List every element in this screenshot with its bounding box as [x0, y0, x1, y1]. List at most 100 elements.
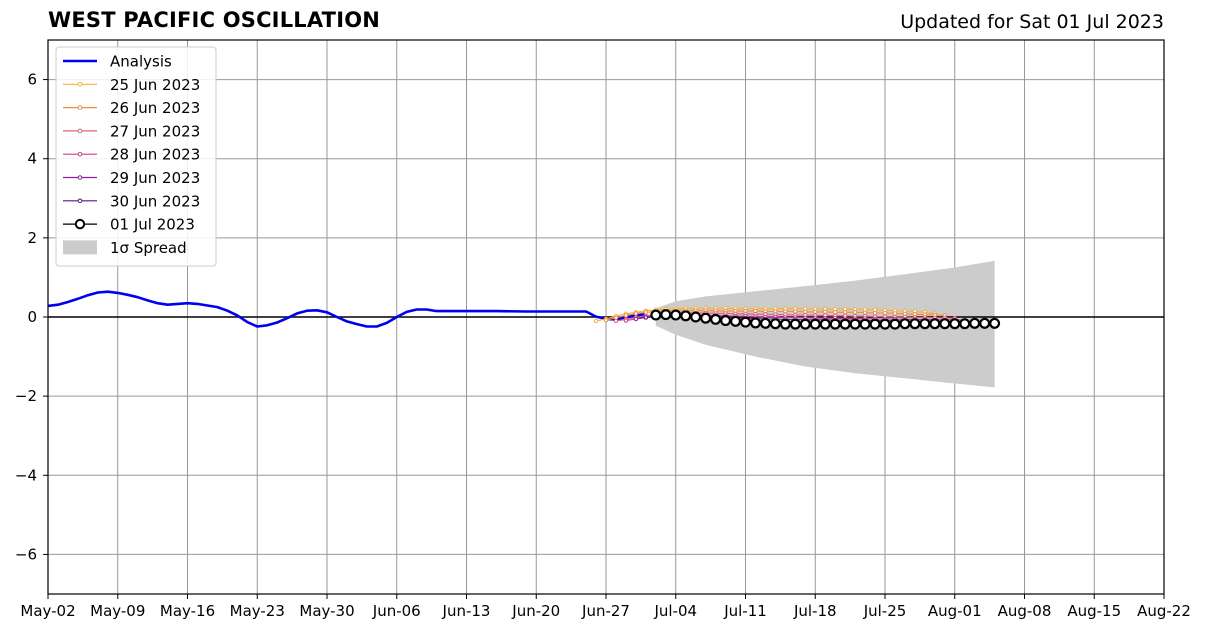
- x-tick-label: Jul-25: [863, 602, 907, 620]
- y-tick-label: −6: [15, 545, 37, 563]
- x-tick-label: May-09: [90, 602, 145, 620]
- legend-label: 26 Jun 2023: [110, 99, 200, 117]
- forecast-point: [969, 317, 981, 329]
- forecast-point: [779, 318, 791, 330]
- y-tick-label: −2: [15, 387, 37, 405]
- forecast-point: [839, 318, 851, 330]
- forecast-point: [829, 318, 841, 330]
- forecast-point: [799, 318, 811, 330]
- forecast-point: [749, 317, 761, 329]
- chart-title: WEST PACIFIC OSCILLATION: [48, 8, 381, 32]
- forecast-point: [633, 316, 639, 322]
- x-tick-label: Jun-27: [581, 602, 630, 620]
- forecast-point: [949, 318, 961, 330]
- forecast-point: [813, 309, 818, 315]
- legend-label: 1σ Spread: [110, 239, 187, 257]
- forecast-point: [759, 317, 771, 329]
- x-tick-label: Jul-18: [793, 602, 837, 620]
- forecast-point: [862, 310, 868, 315]
- x-tick-label: May-16: [160, 602, 215, 620]
- analysis-line: [47, 290, 647, 328]
- legend-label: 28 Jun 2023: [110, 146, 200, 164]
- forecast-point: [959, 318, 971, 330]
- updated-date: Updated for Sat 01 Jul 2023: [900, 11, 1164, 33]
- legend-label: Analysis: [110, 53, 172, 71]
- forecast-point: [819, 318, 831, 330]
- legend-marker: [77, 128, 83, 134]
- forecast-point: [919, 318, 931, 330]
- forecast-point: [872, 310, 878, 316]
- forecast-point: [929, 318, 941, 330]
- forecast-point: [730, 315, 742, 327]
- forecast-series: [650, 309, 1001, 330]
- forecast-point: [889, 318, 901, 330]
- forecast-point: [720, 315, 732, 327]
- y-tick-label: 2: [27, 229, 37, 247]
- forecast-point: [643, 310, 649, 315]
- forecast-point: [842, 310, 848, 315]
- forecast-point: [623, 313, 629, 318]
- x-tick-label: Aug-01: [928, 602, 982, 620]
- legend-marker: [77, 175, 83, 180]
- forecast-point: [710, 313, 722, 325]
- forecast-point: [670, 309, 682, 321]
- forecast-point: [603, 317, 609, 323]
- legend: Analysis 25 Jun 2023 26 Jun 2023 27 Jun 202…: [55, 46, 217, 267]
- forecast-point: [643, 315, 649, 320]
- forecast-point: [909, 318, 921, 330]
- forecast-point: [899, 318, 911, 330]
- legend-box: [55, 46, 217, 267]
- legend-label: 25 Jun 2023: [110, 76, 200, 94]
- x-tick-label: Jun-06: [372, 602, 421, 620]
- forecast-point: [809, 318, 821, 330]
- x-tick-label: May-02: [20, 602, 75, 620]
- forecast-point: [859, 318, 871, 330]
- legend-marker: [77, 151, 83, 157]
- y-tick-label: 0: [27, 308, 37, 326]
- x-tick-label: Jul-11: [723, 602, 767, 620]
- forecast-point: [633, 311, 639, 316]
- forecast-point: [823, 309, 828, 315]
- forecast-point: [613, 318, 619, 324]
- forecast-point: [852, 310, 858, 315]
- forecast-point: [832, 310, 838, 315]
- x-tick-label: May-23: [230, 602, 285, 620]
- legend-marker: [77, 105, 83, 110]
- legend-swatch: [63, 240, 97, 255]
- forecast-point: [789, 318, 801, 330]
- forecast-point: [650, 309, 662, 321]
- legend-label: 27 Jun 2023: [110, 122, 200, 140]
- forecast-point: [680, 310, 692, 322]
- x-tick-label: Jun-13: [442, 602, 491, 620]
- forecast-point: [769, 318, 781, 330]
- forecast-point: [593, 318, 599, 324]
- x-tick-label: Jun-20: [511, 602, 560, 620]
- legend-marker: [77, 82, 83, 87]
- forecast-point: [690, 311, 702, 323]
- forecast-point: [979, 317, 991, 329]
- forecast-point: [879, 318, 891, 330]
- forecast-point: [869, 318, 881, 330]
- x-tick-label: May-30: [299, 602, 354, 620]
- forecast-point: [660, 309, 672, 321]
- legend-marker: [77, 198, 83, 204]
- legend-marker: [74, 218, 86, 230]
- x-tick-label: Aug-22: [1137, 602, 1191, 620]
- forecast-point: [700, 312, 712, 324]
- forecast-point: [623, 318, 629, 323]
- forecast-point: [882, 310, 888, 316]
- legend-label: 30 Jun 2023: [110, 192, 200, 210]
- forecast-point: [793, 309, 798, 314]
- x-tick-label: Aug-08: [998, 602, 1052, 620]
- legend-label: 01 Jul 2023: [110, 216, 195, 234]
- forecast-point: [892, 311, 898, 316]
- x-tick-label: Jul-04: [653, 602, 697, 620]
- y-tick-label: 4: [27, 150, 37, 168]
- x-tick-label: Aug-15: [1067, 602, 1121, 620]
- forecast-point: [939, 318, 951, 330]
- forecast-point: [989, 317, 1001, 329]
- forecast-point: [849, 318, 861, 330]
- y-tick-label: −4: [15, 466, 37, 484]
- forecast-point: [739, 316, 751, 328]
